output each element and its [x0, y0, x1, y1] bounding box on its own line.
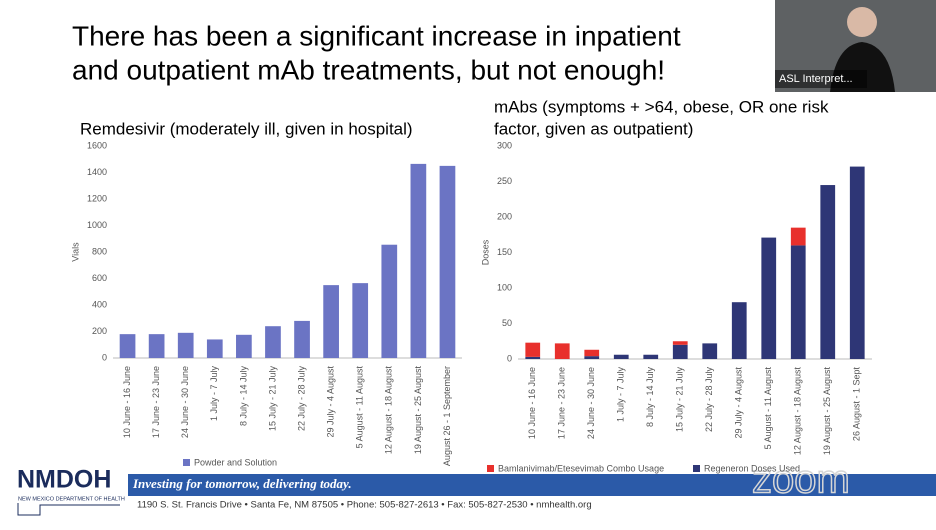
x-tick-label: 24 June - 30 June [586, 367, 596, 439]
x-tick-label: 5 August - 11 August [763, 367, 773, 450]
y-tick-label: 800 [92, 246, 107, 256]
y-tick-label: 200 [497, 211, 512, 221]
bar-segment [643, 354, 659, 359]
webcam-label: ASL Interpret... [779, 73, 853, 85]
y-tick-label: 1000 [87, 220, 107, 230]
bar [294, 320, 310, 358]
y-tick-label: 1200 [87, 193, 107, 203]
y-tick-label: 0 [507, 353, 512, 363]
bar-segment [584, 356, 600, 359]
bar [177, 332, 194, 358]
x-tick-label: 1 July - 7 July [209, 366, 219, 422]
bar [323, 285, 339, 358]
y-tick-label: 1400 [87, 167, 107, 177]
x-tick-label: 15 July - 21 July [267, 366, 277, 432]
bar-segment [790, 227, 806, 246]
logo: NMDOH [17, 466, 111, 494]
x-tick-label: 8 July - 14 July [645, 367, 655, 428]
banner [128, 474, 936, 496]
y-tick-label: 100 [497, 282, 512, 292]
bar [265, 326, 281, 358]
y-tick-label: 1600 [87, 140, 107, 150]
bar-segment [731, 302, 747, 359]
x-tick-label: 24 June - 30 June [180, 366, 190, 438]
legend-label: Regeneron Doses Used [704, 463, 800, 473]
x-tick-label: 12 August - 18 August [384, 366, 394, 455]
x-tick-label: August 26 - 1 September [442, 366, 452, 466]
bar-segment [584, 349, 600, 357]
bar [352, 283, 369, 358]
x-tick-label: 17 June - 23 June [557, 367, 567, 439]
legend-swatch [693, 465, 700, 472]
y-tick-label: 0 [102, 352, 107, 362]
y-tick-label: 200 [92, 326, 107, 336]
x-tick-label: 10 June - 16 June [122, 366, 132, 438]
legend-swatch [183, 459, 190, 466]
chart-title: mAbs (symptoms + >64, obese, OR one risk [494, 97, 829, 116]
bar [119, 334, 136, 358]
slide-title: There has been a significant increase in… [72, 20, 681, 51]
x-tick-label: 19 August - 25 August [822, 367, 832, 456]
bar [410, 163, 427, 358]
bar [148, 334, 165, 358]
banner-text: Investing for tomorrow, delivering today… [132, 476, 352, 491]
y-axis-label: Vials [70, 242, 80, 262]
x-tick-label: 10 June - 16 June [527, 367, 537, 439]
legend-label: Bamlanivimab/Etesevimab Combo Usage [498, 463, 664, 473]
y-tick-label: 150 [497, 247, 512, 257]
x-tick-label: 17 June - 23 June [151, 366, 161, 438]
chart-title: factor, given as outpatient) [494, 119, 693, 138]
address: 1190 S. St. Francis Drive • Santa Fe, NM… [137, 500, 592, 511]
y-tick-label: 50 [502, 318, 512, 328]
x-tick-label: 19 August - 25 August [413, 366, 423, 455]
slide-title: and outpatient mAb treatments, but not e… [72, 54, 665, 85]
x-tick-label: 1 July - 7 July [616, 367, 626, 423]
x-tick-label: 8 July - 14 July [238, 366, 248, 427]
x-tick-label: 22 July - 28 July [704, 367, 714, 433]
webcam-label-bg [775, 70, 867, 88]
bar-segment [554, 343, 570, 359]
x-tick-label: 29 July - 4 August [734, 367, 744, 439]
bar-segment [525, 356, 541, 359]
bar-segment [525, 342, 541, 357]
bar-segment [790, 245, 806, 359]
bar-segment [672, 344, 688, 359]
logo-subtitle: NEW MEXICO DEPARTMENT OF HEALTH [18, 496, 125, 502]
bar-segment [613, 354, 629, 359]
y-tick-label: 300 [497, 140, 512, 150]
x-tick-label: 15 July - 21 July [675, 367, 685, 433]
webcam-person [847, 7, 877, 37]
chart-title: Remdesivir (moderately ill, given in hos… [80, 119, 413, 138]
x-tick-label: 29 July - 4 August [326, 366, 336, 438]
bar-segment [672, 341, 688, 345]
logo-shape [17, 503, 120, 516]
legend-swatch [487, 465, 494, 472]
y-tick-label: 600 [92, 273, 107, 283]
bar-segment [820, 185, 836, 359]
x-tick-label: 5 August - 11 August [355, 366, 365, 449]
x-tick-label: 26 August - 1 Sept [852, 367, 862, 442]
y-axis-label: Doses [480, 239, 490, 265]
x-tick-label: 12 August - 18 August [793, 367, 803, 456]
watermark: zoom [752, 458, 850, 502]
bar [206, 339, 223, 358]
y-tick-label: 250 [497, 176, 512, 186]
bar [381, 244, 398, 358]
bar-segment [761, 237, 777, 359]
x-tick-label: 22 July - 28 July [296, 366, 306, 432]
legend-label: Powder and Solution [194, 457, 277, 467]
webcam: ASL Interpret... [775, 0, 936, 92]
bar-segment [849, 166, 865, 359]
bar [439, 165, 456, 358]
bar [236, 334, 252, 358]
y-tick-label: 400 [92, 299, 107, 309]
bar-segment [702, 343, 718, 359]
footer: NMDOH NEW MEXICO DEPARTMENT OF HEALTH In… [17, 457, 936, 516]
